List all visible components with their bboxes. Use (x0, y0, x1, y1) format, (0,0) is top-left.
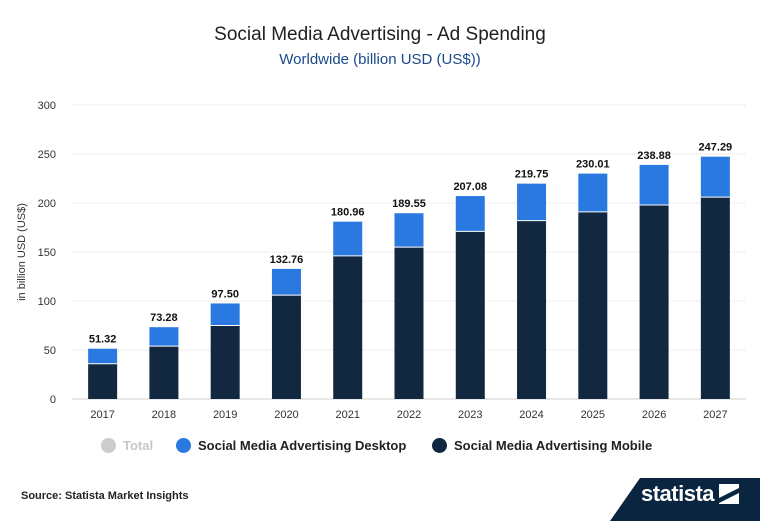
logo-text: statista (641, 481, 715, 506)
x-tick-label-2017: 2017 (90, 409, 114, 421)
bar-mobile-2020 (271, 295, 301, 399)
bar-mobile-2019 (210, 325, 240, 399)
total-label-2025: 230.01 (576, 159, 610, 171)
legend: Total Social Media Advertising Desktop S… (0, 438, 760, 458)
bar-mobile-2026 (639, 204, 669, 399)
bar-mobile-2017 (88, 363, 118, 399)
total-label-2027: 247.29 (699, 142, 733, 154)
legend-label-total: Total (123, 438, 154, 453)
bar-desktop-2025 (578, 173, 608, 212)
bar-desktop-2024 (517, 183, 547, 221)
bar-desktop-2020 (271, 268, 301, 296)
total-label-2017: 51.32 (89, 334, 117, 346)
bar-mobile-2027 (700, 197, 730, 399)
total-label-2021: 180.96 (331, 207, 365, 219)
y-tick-label: 200 (38, 198, 56, 210)
y-tick-label: 100 (38, 296, 56, 308)
total-label-2026: 238.88 (637, 150, 671, 162)
y-tick-label: 50 (44, 345, 56, 357)
legend-dot-desktop (176, 438, 191, 453)
bar-desktop-2022 (394, 213, 424, 248)
legend-item-desktop[interactable]: Social Media Advertising Desktop (176, 438, 406, 453)
x-tick-label-2023: 2023 (458, 409, 482, 421)
y-tick-label: 250 (38, 149, 56, 161)
x-tick-label-2025: 2025 (581, 409, 605, 421)
bar-desktop-2021 (333, 221, 363, 256)
bar-desktop-2023 (455, 196, 485, 232)
legend-label-mobile: Social Media Advertising Mobile (454, 438, 653, 453)
bar-desktop-2019 (210, 303, 240, 326)
total-label-2023: 207.08 (453, 181, 487, 193)
statista-logo[interactable]: statista (641, 481, 740, 507)
bar-desktop-2018 (149, 327, 179, 347)
bar-desktop-2027 (700, 156, 730, 198)
x-tick-label-2020: 2020 (274, 409, 298, 421)
bar-mobile-2025 (578, 211, 608, 399)
y-tick-label: 150 (38, 247, 56, 259)
legend-item-mobile[interactable]: Social Media Advertising Mobile (432, 438, 652, 453)
y-tick-label: 300 (38, 100, 56, 112)
x-tick-label-2018: 2018 (152, 409, 176, 421)
bar-mobile-2021 (333, 255, 363, 399)
chart-title: Social Media Advertising - Ad Spending (214, 24, 546, 45)
total-label-2020: 132.76 (270, 254, 304, 266)
legend-label-desktop: Social Media Advertising Desktop (198, 438, 407, 453)
bar-desktop-2026 (639, 164, 669, 205)
logo-mark-icon (719, 484, 740, 504)
bar-mobile-2022 (394, 247, 424, 399)
total-label-2019: 97.50 (211, 288, 239, 300)
bar-desktop-2017 (88, 348, 118, 364)
x-tick-label-2027: 2027 (703, 409, 727, 421)
source-note: Source: Statista Market Insights (21, 490, 189, 502)
legend-dot-total (101, 438, 116, 453)
y-tick-label: 0 (50, 394, 56, 406)
y-axis-label: in billion USD (US$) (16, 203, 28, 301)
x-tick-label-2026: 2026 (642, 409, 666, 421)
legend-item-total[interactable]: Total (101, 438, 153, 453)
x-tick-label-2019: 2019 (213, 409, 237, 421)
bar-mobile-2018 (149, 346, 179, 399)
x-tick-label-2022: 2022 (397, 409, 421, 421)
total-label-2018: 73.28 (150, 312, 178, 324)
total-label-2022: 189.55 (392, 198, 426, 210)
bar-mobile-2023 (455, 231, 485, 399)
total-label-2024: 219.75 (515, 169, 549, 181)
legend-dot-mobile (432, 438, 447, 453)
x-tick-label-2021: 2021 (335, 409, 359, 421)
chart-subtitle: Worldwide (billion USD (US$)) (279, 51, 481, 68)
bar-mobile-2024 (517, 220, 547, 399)
x-tick-label-2024: 2024 (519, 409, 543, 421)
